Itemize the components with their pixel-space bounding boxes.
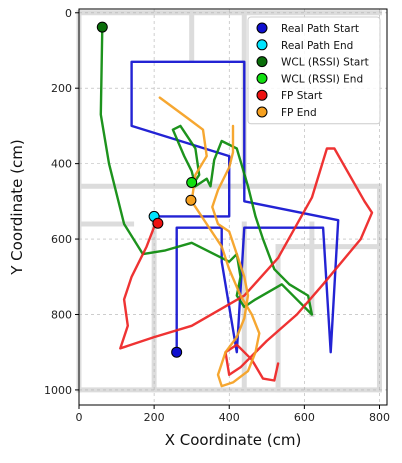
y-tick-label: 0 xyxy=(65,7,72,20)
start-end-markers xyxy=(96,21,198,358)
legend-marker xyxy=(256,89,268,101)
legend-label: WCL (RSSI) Start xyxy=(281,57,369,69)
marker-5 xyxy=(185,194,197,206)
legend-label: WCL (RSSI) End xyxy=(281,73,363,85)
x-tick-label: 600 xyxy=(294,411,315,424)
marker-2 xyxy=(96,21,108,33)
series-line-1 xyxy=(99,25,314,316)
series-line-2 xyxy=(119,147,374,382)
legend-marker xyxy=(256,39,268,51)
plot-frame xyxy=(78,8,388,406)
y-axis-label: Y Coordinate (cm) xyxy=(8,139,26,276)
legend-marker xyxy=(256,56,268,68)
marker-3 xyxy=(186,176,198,188)
marker-4 xyxy=(152,217,164,229)
legend-marker xyxy=(256,72,268,84)
y-tick-label: 400 xyxy=(51,158,72,171)
y-tick-label: 800 xyxy=(51,308,72,321)
legend: Real Path Start Real Path End WCL (RSSI) S… xyxy=(247,16,381,125)
legend-box xyxy=(247,16,381,125)
y-tick-label: 200 xyxy=(51,82,72,95)
x-axis-label: X Coordinate (cm) xyxy=(165,431,302,449)
x-tick-label: 200 xyxy=(144,411,165,424)
x-tick-label: 0 xyxy=(76,411,83,424)
x-tick-label: 800 xyxy=(369,411,390,424)
y-tick-label: 1000 xyxy=(44,384,72,397)
legend-label: FP End xyxy=(281,107,317,119)
legend-label: Real Path End xyxy=(281,40,353,52)
legend-label: FP Start xyxy=(281,90,322,102)
y-tick-label: 600 xyxy=(51,233,72,246)
axis-ticks: 0 200 400 600 800 0 200 400 600 800 1000 xyxy=(44,7,390,424)
legend-marker xyxy=(256,106,268,118)
marker-0 xyxy=(171,346,183,358)
legend-label: Real Path Start xyxy=(281,23,359,35)
x-tick-label: 400 xyxy=(219,411,240,424)
legend-marker xyxy=(256,22,268,34)
